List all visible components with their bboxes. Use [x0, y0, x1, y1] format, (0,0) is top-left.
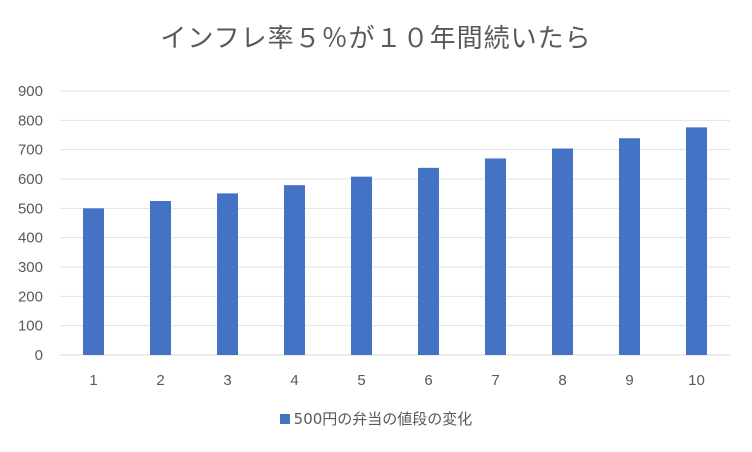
bar — [485, 158, 506, 355]
bar — [418, 167, 439, 355]
x-tick-label: 10 — [688, 372, 705, 389]
y-tick-label: 400 — [18, 230, 43, 247]
legend-label: 500円の弁当の値段の変化 — [293, 410, 473, 428]
x-tick-label: 6 — [424, 372, 432, 389]
x-tick-label: 2 — [156, 372, 164, 389]
bar — [552, 148, 573, 355]
bar — [284, 185, 305, 355]
y-tick-label: 600 — [18, 171, 43, 188]
y-tick-label: 200 — [18, 288, 43, 305]
x-tick-label: 4 — [290, 372, 298, 389]
x-tick-label: 3 — [223, 372, 231, 389]
bar — [686, 127, 707, 355]
y-tick-label: 500 — [18, 200, 43, 217]
x-tick-label: 5 — [357, 372, 365, 389]
y-tick-label: 800 — [18, 112, 43, 129]
bar — [83, 208, 104, 355]
legend: 500円の弁当の値段の変化 — [0, 408, 752, 429]
y-tick-label: 300 — [18, 259, 43, 276]
y-tick-label: 0 — [35, 347, 43, 364]
bar — [351, 176, 372, 355]
x-tick-label: 8 — [558, 372, 566, 389]
x-tick-label: 1 — [89, 372, 97, 389]
bar — [150, 201, 171, 355]
x-tick-label: 7 — [491, 372, 499, 389]
y-tick-label: 900 — [18, 83, 43, 100]
bar — [217, 193, 238, 355]
chart-title: インフレ率５％が１０年間続いたら — [160, 24, 592, 54]
y-tick-label: 100 — [18, 318, 43, 335]
legend-swatch — [279, 414, 290, 424]
x-tick-label: 9 — [625, 372, 633, 389]
y-tick-label: 700 — [18, 142, 43, 159]
bar — [619, 138, 640, 355]
